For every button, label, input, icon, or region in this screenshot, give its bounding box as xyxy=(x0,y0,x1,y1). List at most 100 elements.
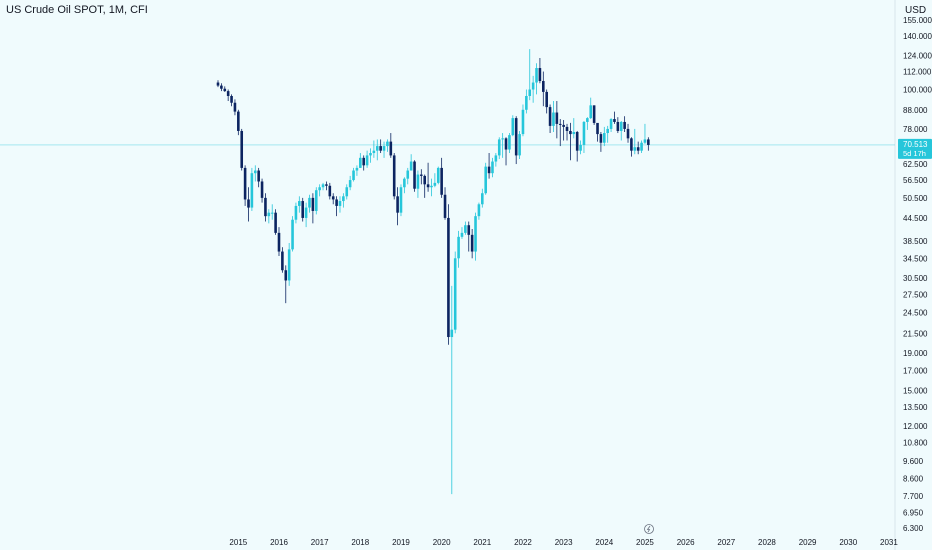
candle[interactable] xyxy=(277,227,281,257)
candle[interactable] xyxy=(223,86,227,92)
candle[interactable] xyxy=(575,130,579,162)
candle[interactable] xyxy=(386,139,389,152)
candle[interactable] xyxy=(436,166,440,185)
candle[interactable] xyxy=(372,140,376,158)
candle[interactable] xyxy=(569,122,572,161)
candle[interactable] xyxy=(494,153,498,167)
candle[interactable] xyxy=(619,120,623,141)
candle[interactable] xyxy=(294,202,298,224)
candle[interactable] xyxy=(518,130,521,160)
candle[interactable] xyxy=(335,196,338,217)
candle[interactable] xyxy=(274,209,277,235)
candle[interactable] xyxy=(250,167,254,211)
candle[interactable] xyxy=(270,204,274,220)
candle[interactable] xyxy=(497,137,501,160)
candle[interactable] xyxy=(331,193,335,205)
candle[interactable] xyxy=(467,221,471,252)
candle[interactable] xyxy=(640,140,643,154)
candle[interactable] xyxy=(582,120,586,154)
candle[interactable] xyxy=(477,202,481,220)
candle[interactable] xyxy=(606,125,609,143)
candle[interactable] xyxy=(420,169,423,185)
candle[interactable] xyxy=(535,63,538,95)
candle[interactable] xyxy=(525,89,528,114)
candle[interactable] xyxy=(542,71,545,107)
candle[interactable] xyxy=(602,126,606,147)
candle[interactable] xyxy=(352,167,355,182)
candle[interactable] xyxy=(623,116,626,132)
candle[interactable] xyxy=(447,204,450,345)
candle[interactable] xyxy=(545,89,548,114)
candle[interactable] xyxy=(416,170,420,198)
candle[interactable] xyxy=(531,75,535,103)
candle[interactable] xyxy=(426,162,430,192)
candle[interactable] xyxy=(460,227,464,239)
candle[interactable] xyxy=(630,137,633,157)
candle[interactable] xyxy=(636,141,640,155)
candle[interactable] xyxy=(433,173,437,188)
candle[interactable] xyxy=(216,80,220,88)
candle[interactable] xyxy=(579,140,582,155)
candle[interactable] xyxy=(355,165,359,176)
candle[interactable] xyxy=(287,242,291,286)
candle[interactable] xyxy=(301,197,305,222)
candle[interactable] xyxy=(392,153,396,200)
candle[interactable] xyxy=(504,137,508,166)
candle[interactable] xyxy=(226,89,230,102)
candle[interactable] xyxy=(253,165,257,182)
candle[interactable] xyxy=(284,265,288,304)
candle[interactable] xyxy=(643,123,647,144)
candle[interactable] xyxy=(375,139,379,161)
candle[interactable] xyxy=(281,247,284,273)
candle[interactable] xyxy=(572,118,576,139)
candle[interactable] xyxy=(345,184,349,200)
candle[interactable] xyxy=(362,155,366,171)
candle[interactable] xyxy=(247,187,250,222)
candle[interactable] xyxy=(555,101,559,139)
candle[interactable] xyxy=(365,150,369,168)
candle[interactable] xyxy=(230,94,233,107)
candle[interactable] xyxy=(220,83,223,92)
candle[interactable] xyxy=(260,178,264,203)
candle[interactable] xyxy=(291,216,294,252)
candle[interactable] xyxy=(491,157,494,178)
candle[interactable] xyxy=(453,251,457,334)
candle[interactable] xyxy=(409,154,413,171)
candle[interactable] xyxy=(592,105,596,125)
candle[interactable] xyxy=(558,119,562,147)
candle[interactable] xyxy=(328,182,332,200)
candle[interactable] xyxy=(443,187,447,220)
candle[interactable] xyxy=(413,160,416,192)
candle[interactable] xyxy=(552,101,555,132)
candle[interactable] xyxy=(403,177,406,194)
candle[interactable] xyxy=(308,194,311,213)
candle[interactable] xyxy=(382,141,386,158)
candle[interactable] xyxy=(487,153,491,179)
candle[interactable] xyxy=(511,115,515,137)
candle[interactable] xyxy=(450,285,454,495)
candle[interactable] xyxy=(379,139,382,154)
candle[interactable] xyxy=(538,57,542,84)
candle[interactable] xyxy=(257,167,260,188)
candle[interactable] xyxy=(369,148,372,163)
candle[interactable] xyxy=(311,193,315,224)
candle[interactable] xyxy=(348,175,352,191)
candle[interactable] xyxy=(233,99,237,116)
candle[interactable] xyxy=(464,221,467,235)
candle[interactable] xyxy=(457,230,460,268)
candle[interactable] xyxy=(484,162,487,195)
candle[interactable] xyxy=(396,187,399,226)
candle[interactable] xyxy=(647,137,650,151)
candle[interactable] xyxy=(243,165,247,206)
candle[interactable] xyxy=(240,128,244,171)
candle[interactable] xyxy=(470,229,474,259)
candle[interactable] xyxy=(565,123,569,141)
candle[interactable] xyxy=(521,104,525,137)
candle[interactable] xyxy=(264,193,267,222)
candle[interactable] xyxy=(314,187,318,215)
candle[interactable] xyxy=(304,202,308,228)
candle[interactable] xyxy=(267,209,271,224)
candle[interactable] xyxy=(514,116,518,165)
